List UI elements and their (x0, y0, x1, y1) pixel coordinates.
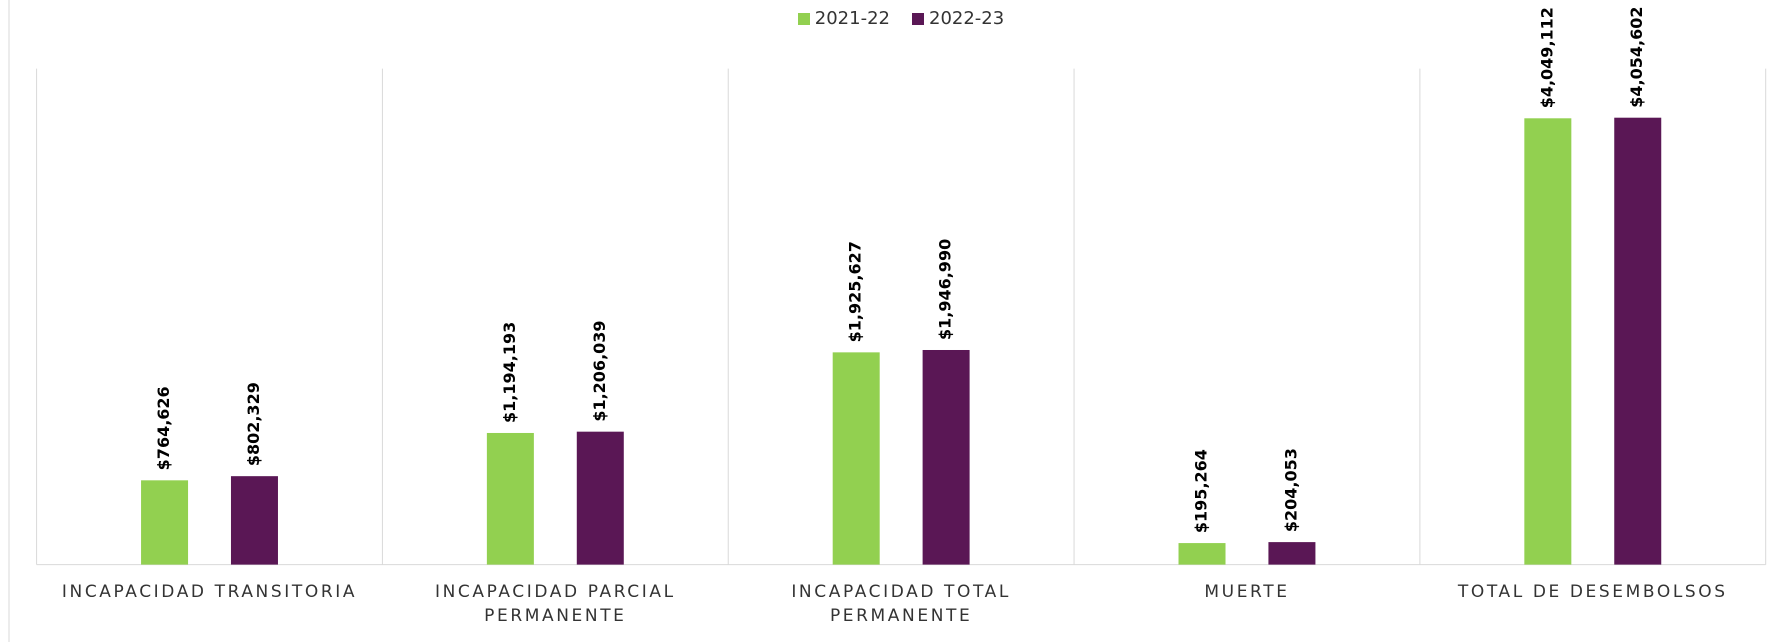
legend-label: 2021-22 (814, 8, 890, 29)
legend: 2021-22 2022-23 (0, 8, 1792, 29)
bar (922, 349, 970, 565)
bar (141, 480, 189, 565)
x-tick-label: INCAPACIDAD TOTAL PERMANENTE (791, 582, 1011, 626)
data-label: $204,053 (1281, 448, 1300, 532)
bar (1178, 543, 1226, 565)
data-label: $1,206,039 (590, 320, 609, 421)
x-tick-label: TOTAL DE DESEMBOLSOS (1457, 582, 1728, 602)
data-label: $4,054,602 (1627, 6, 1646, 107)
bar (1524, 118, 1572, 565)
data-label: $1,925,627 (846, 241, 865, 342)
legend-swatch (912, 12, 924, 25)
x-tick-label: INCAPACIDAD TRANSITORIA (61, 582, 358, 602)
data-label: $1,194,193 (500, 322, 519, 423)
data-label: $195,264 (1192, 449, 1211, 533)
bar (832, 352, 880, 565)
bar (486, 432, 534, 565)
bar (1614, 117, 1662, 565)
data-label: $1,946,990 (936, 239, 955, 340)
bar (576, 431, 624, 565)
data-label: $4,049,112 (1537, 7, 1556, 108)
data-label: $764,626 (154, 386, 173, 470)
legend-label: 2022-23 (929, 8, 1005, 29)
legend-swatch (797, 12, 810, 25)
bar (1268, 542, 1316, 565)
x-tick-label: MUERTE (1204, 582, 1290, 602)
data-label: $802,329 (244, 382, 263, 466)
legend-item: 2022-23 (912, 8, 1004, 29)
legend-item: 2021-22 (797, 8, 890, 29)
bar (230, 476, 278, 565)
x-tick-label: INCAPACIDAD PARCIAL PERMANENTE (434, 582, 676, 626)
